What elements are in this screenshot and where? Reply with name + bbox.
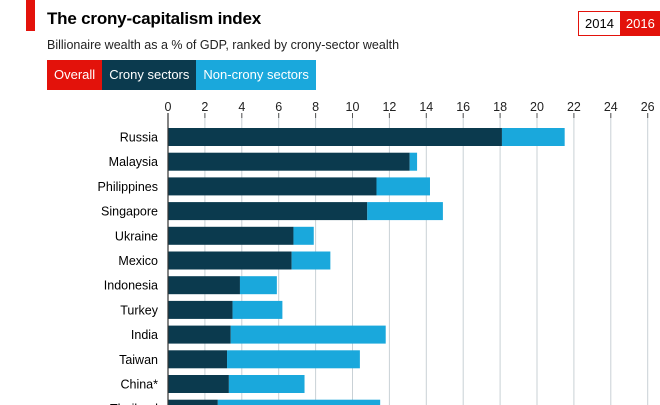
category-label: Taiwan <box>119 353 158 367</box>
x-tick-label: 2 <box>201 100 208 114</box>
x-tick-label: 24 <box>604 100 618 114</box>
tab-non-crony-sectors[interactable]: Non-crony sectors <box>196 60 316 90</box>
bar-crony <box>168 350 228 369</box>
bar-crony <box>168 128 502 146</box>
category-label: India <box>131 328 158 342</box>
bar-noncrony <box>217 399 381 405</box>
category-label: China* <box>120 378 158 392</box>
x-tick-label: 0 <box>165 100 172 114</box>
bar-crony <box>168 276 240 295</box>
category-label: Malaysia <box>109 155 158 169</box>
bar-noncrony <box>367 202 443 221</box>
x-tick-label: 14 <box>419 100 433 114</box>
x-tick-label: 12 <box>382 100 396 114</box>
bar-noncrony <box>293 226 314 245</box>
brand-accent-bar <box>26 0 35 31</box>
bar-noncrony <box>291 251 331 270</box>
bar-noncrony <box>239 276 277 295</box>
x-tick-label: 18 <box>493 100 507 114</box>
x-tick-label: 20 <box>530 100 544 114</box>
category-label: Singapore <box>101 205 158 219</box>
x-tick-label: 10 <box>346 100 360 114</box>
year-toggle: 2014 2016 <box>578 11 660 36</box>
chart-subtitle: Billionaire wealth as a % of GDP, ranked… <box>47 38 400 52</box>
category-label: Turkey <box>120 303 158 317</box>
year-2016-button[interactable]: 2016 <box>619 12 660 35</box>
bar-noncrony <box>228 375 305 393</box>
bar-noncrony <box>376 177 430 196</box>
bar-crony <box>168 399 218 405</box>
x-tick-label: 4 <box>238 100 245 114</box>
tab-crony-sectors[interactable]: Crony sectors <box>102 60 197 90</box>
x-tick-label: 6 <box>275 100 282 114</box>
x-tick-label: 22 <box>567 100 581 114</box>
x-tick-label: 16 <box>456 100 470 114</box>
bar-crony <box>168 177 377 196</box>
x-tick-label: 26 <box>641 100 655 114</box>
bar-crony <box>168 202 368 221</box>
bar-noncrony <box>230 325 386 344</box>
tab-overall[interactable]: Overall <box>47 60 103 90</box>
bar-crony <box>168 325 231 344</box>
bar-crony <box>168 300 233 319</box>
bar-noncrony <box>501 128 565 146</box>
bar-noncrony <box>409 152 418 171</box>
bar-noncrony <box>227 350 360 369</box>
bar-crony <box>168 375 229 393</box>
bar-crony <box>168 152 410 171</box>
category-label: Mexico <box>118 254 158 268</box>
category-label: Philippines <box>98 180 158 194</box>
chart-title: The crony-capitalism index <box>47 9 261 28</box>
category-label: Indonesia <box>104 279 158 293</box>
bar-crony <box>168 226 294 245</box>
category-label: Ukraine <box>115 229 158 243</box>
category-label: Thailand <box>110 402 158 405</box>
x-tick-label: 8 <box>312 100 319 114</box>
year-2014-button[interactable]: 2014 <box>579 12 620 35</box>
bar-crony <box>168 251 292 270</box>
view-tabs: Overall Crony sectors Non-crony sectors <box>47 60 316 90</box>
bar-noncrony <box>232 300 283 319</box>
category-label: Russia <box>120 131 158 145</box>
